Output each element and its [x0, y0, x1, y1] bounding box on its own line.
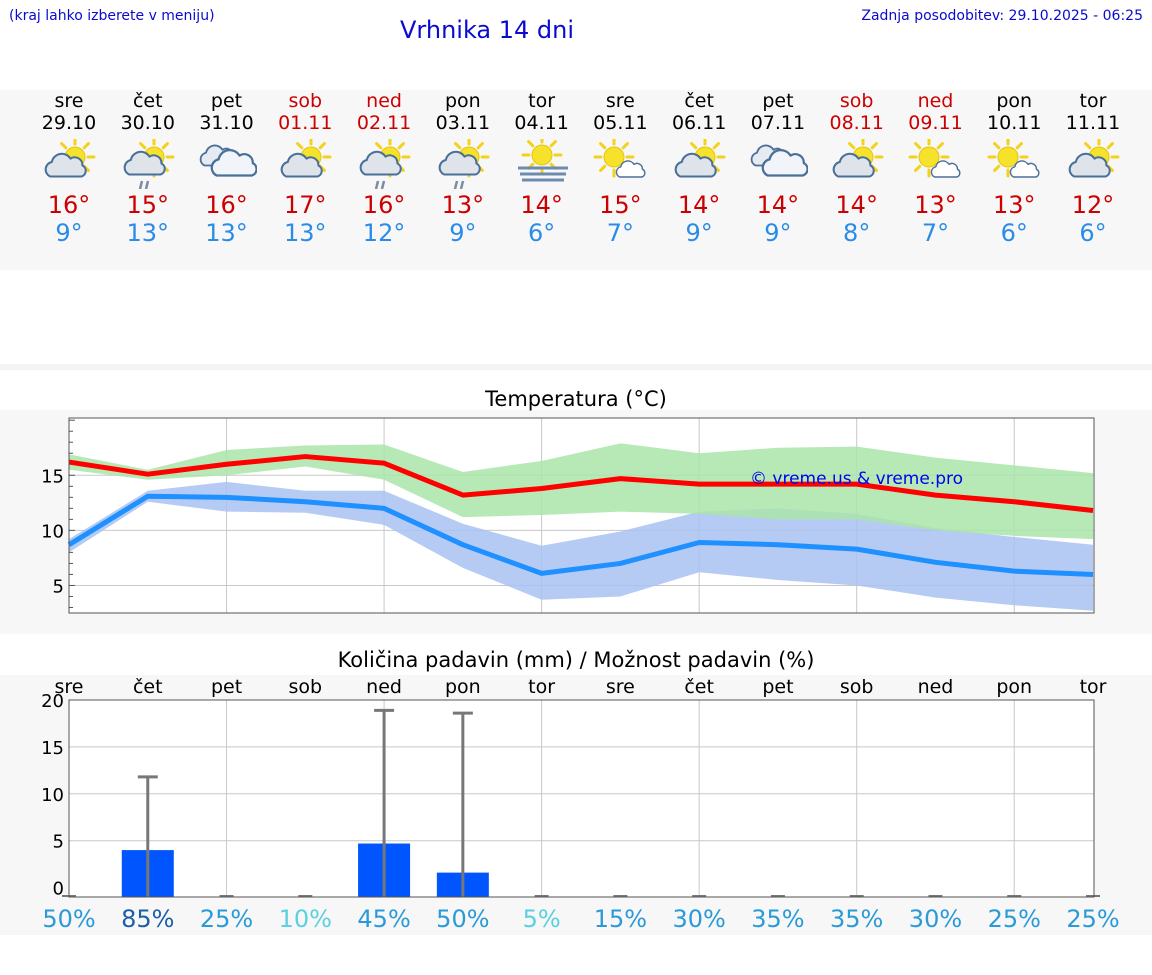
- day-name: čet: [132, 90, 163, 112]
- min-temp: 12°: [362, 219, 406, 247]
- precipitation-panel: [0, 675, 1152, 935]
- day-name: sre: [605, 90, 635, 112]
- day-date: 03.11: [435, 112, 491, 134]
- day-date: 01.11: [278, 112, 333, 134]
- max-temp: 14°: [677, 191, 721, 219]
- min-temp: 9°: [764, 219, 792, 247]
- min-temp: 7°: [606, 219, 635, 247]
- day-name: sob: [839, 90, 874, 112]
- min-temp: 9°: [55, 219, 83, 247]
- forecast-day[interactable]: tor 04.11 14° 6°: [502, 90, 582, 247]
- day-date: 29.10: [41, 112, 97, 134]
- max-temp: 17°: [284, 191, 327, 219]
- day-name: čet: [684, 90, 714, 112]
- forecast-day[interactable]: čet 30.10 15° 13°: [108, 90, 188, 247]
- forecast-strip: [0, 90, 1152, 270]
- sun-fog-icon: [517, 139, 568, 182]
- day-name: sre: [54, 90, 84, 112]
- min-temp: 13°: [205, 219, 248, 247]
- day-name: pet: [762, 90, 794, 112]
- sun-cloud-icon: [832, 139, 884, 178]
- min-temp: 6°: [527, 219, 556, 247]
- min-temp: 9°: [685, 219, 713, 247]
- max-temp: 13°: [992, 191, 1036, 219]
- max-temp: 13°: [914, 191, 957, 219]
- sun-small-cloud-icon: [908, 139, 961, 178]
- page-title: Vrhnika 14 dni: [400, 16, 575, 44]
- day-name: pet: [210, 90, 243, 112]
- max-temp: 14°: [835, 191, 878, 219]
- forecast-day[interactable]: ned 09.11 13° 7°: [895, 90, 975, 247]
- day-date: 10.11: [987, 112, 1042, 134]
- forecast-day[interactable]: sob 08.11 14° 8°: [817, 90, 897, 247]
- min-temp: 6°: [1079, 219, 1107, 247]
- max-temp: 12°: [1071, 191, 1115, 219]
- min-temp: 7°: [921, 219, 950, 247]
- temperature-chart-title: Temperatura (°C): [485, 387, 667, 411]
- max-temp: 14°: [520, 191, 563, 219]
- region-hint[interactable]: (kraj lahko izberete v meniju): [9, 8, 215, 24]
- min-temp: 13°: [284, 219, 327, 247]
- sun-cloud-rain-icon: [438, 139, 490, 189]
- day-date: 08.11: [829, 112, 884, 134]
- forecast-day[interactable]: sob 01.11 17° 13°: [265, 90, 345, 247]
- forecast-day[interactable]: pon 10.11 13° 6°: [974, 90, 1054, 247]
- max-temp: 15°: [126, 191, 170, 219]
- day-name: ned: [917, 90, 954, 112]
- min-temp: 8°: [843, 219, 871, 247]
- sun-cloud-rain-icon: [123, 139, 175, 189]
- precipitation-chart-title: Količina padavin (mm) / Možnost padavin …: [337, 648, 815, 672]
- forecast-day[interactable]: sre 29.10 16° 9°: [29, 90, 109, 247]
- sun-cloud-icon: [674, 139, 726, 178]
- sun-cloud-icon: [280, 139, 332, 178]
- max-temp: 16°: [47, 191, 91, 219]
- sun-cloud-rain-icon: [359, 139, 411, 189]
- max-temp: 16°: [362, 191, 406, 219]
- forecast-day[interactable]: sre 05.11 15° 7°: [580, 90, 660, 247]
- temperature-panel: [0, 410, 1152, 634]
- min-temp: 13°: [126, 219, 170, 247]
- forecast-day[interactable]: ned 02.11 16° 12°: [344, 90, 424, 247]
- cloudy-icon: [750, 144, 808, 177]
- day-date: 11.11: [1065, 112, 1121, 134]
- cloudy-icon: [199, 144, 257, 177]
- forecast-day[interactable]: pet 31.10 16° 13°: [187, 90, 267, 247]
- sun-small-cloud-icon: [987, 139, 1040, 178]
- max-temp: 15°: [599, 191, 642, 219]
- day-date: 02.11: [356, 112, 412, 134]
- day-date: 06.11: [671, 112, 727, 134]
- sun-cloud-icon: [1068, 139, 1120, 178]
- day-name: pon: [996, 90, 1033, 112]
- forecast-day[interactable]: čet 06.11 14° 9°: [659, 90, 739, 247]
- day-date: 31.10: [199, 112, 254, 134]
- max-temp: 16°: [205, 191, 248, 219]
- day-date: 09.11: [908, 112, 963, 134]
- day-date: 30.10: [120, 112, 175, 134]
- max-temp: 14°: [756, 191, 800, 219]
- sun-small-cloud-icon: [593, 139, 646, 178]
- day-date: 05.11: [593, 112, 648, 134]
- day-name: tor: [528, 90, 556, 112]
- day-name: pon: [444, 90, 481, 112]
- day-date: 07.11: [750, 112, 806, 134]
- max-temp: 13°: [441, 191, 485, 219]
- last-updated: Zadnja posodobitev: 29.10.2025 - 06:25: [861, 8, 1143, 24]
- day-name: sob: [288, 90, 323, 112]
- section-divider: [0, 364, 1152, 370]
- sun-cloud-icon: [44, 139, 96, 178]
- min-temp: 6°: [1000, 219, 1028, 247]
- forecast-day[interactable]: pon 03.11 13° 9°: [423, 90, 503, 247]
- forecast-day[interactable]: tor 11.11 12° 6°: [1053, 90, 1133, 247]
- forecast-day[interactable]: pet 07.11 14° 9°: [738, 90, 818, 247]
- day-date: 04.11: [514, 112, 569, 134]
- day-name: tor: [1079, 90, 1107, 112]
- day-name: ned: [366, 90, 402, 112]
- min-temp: 9°: [449, 219, 477, 247]
